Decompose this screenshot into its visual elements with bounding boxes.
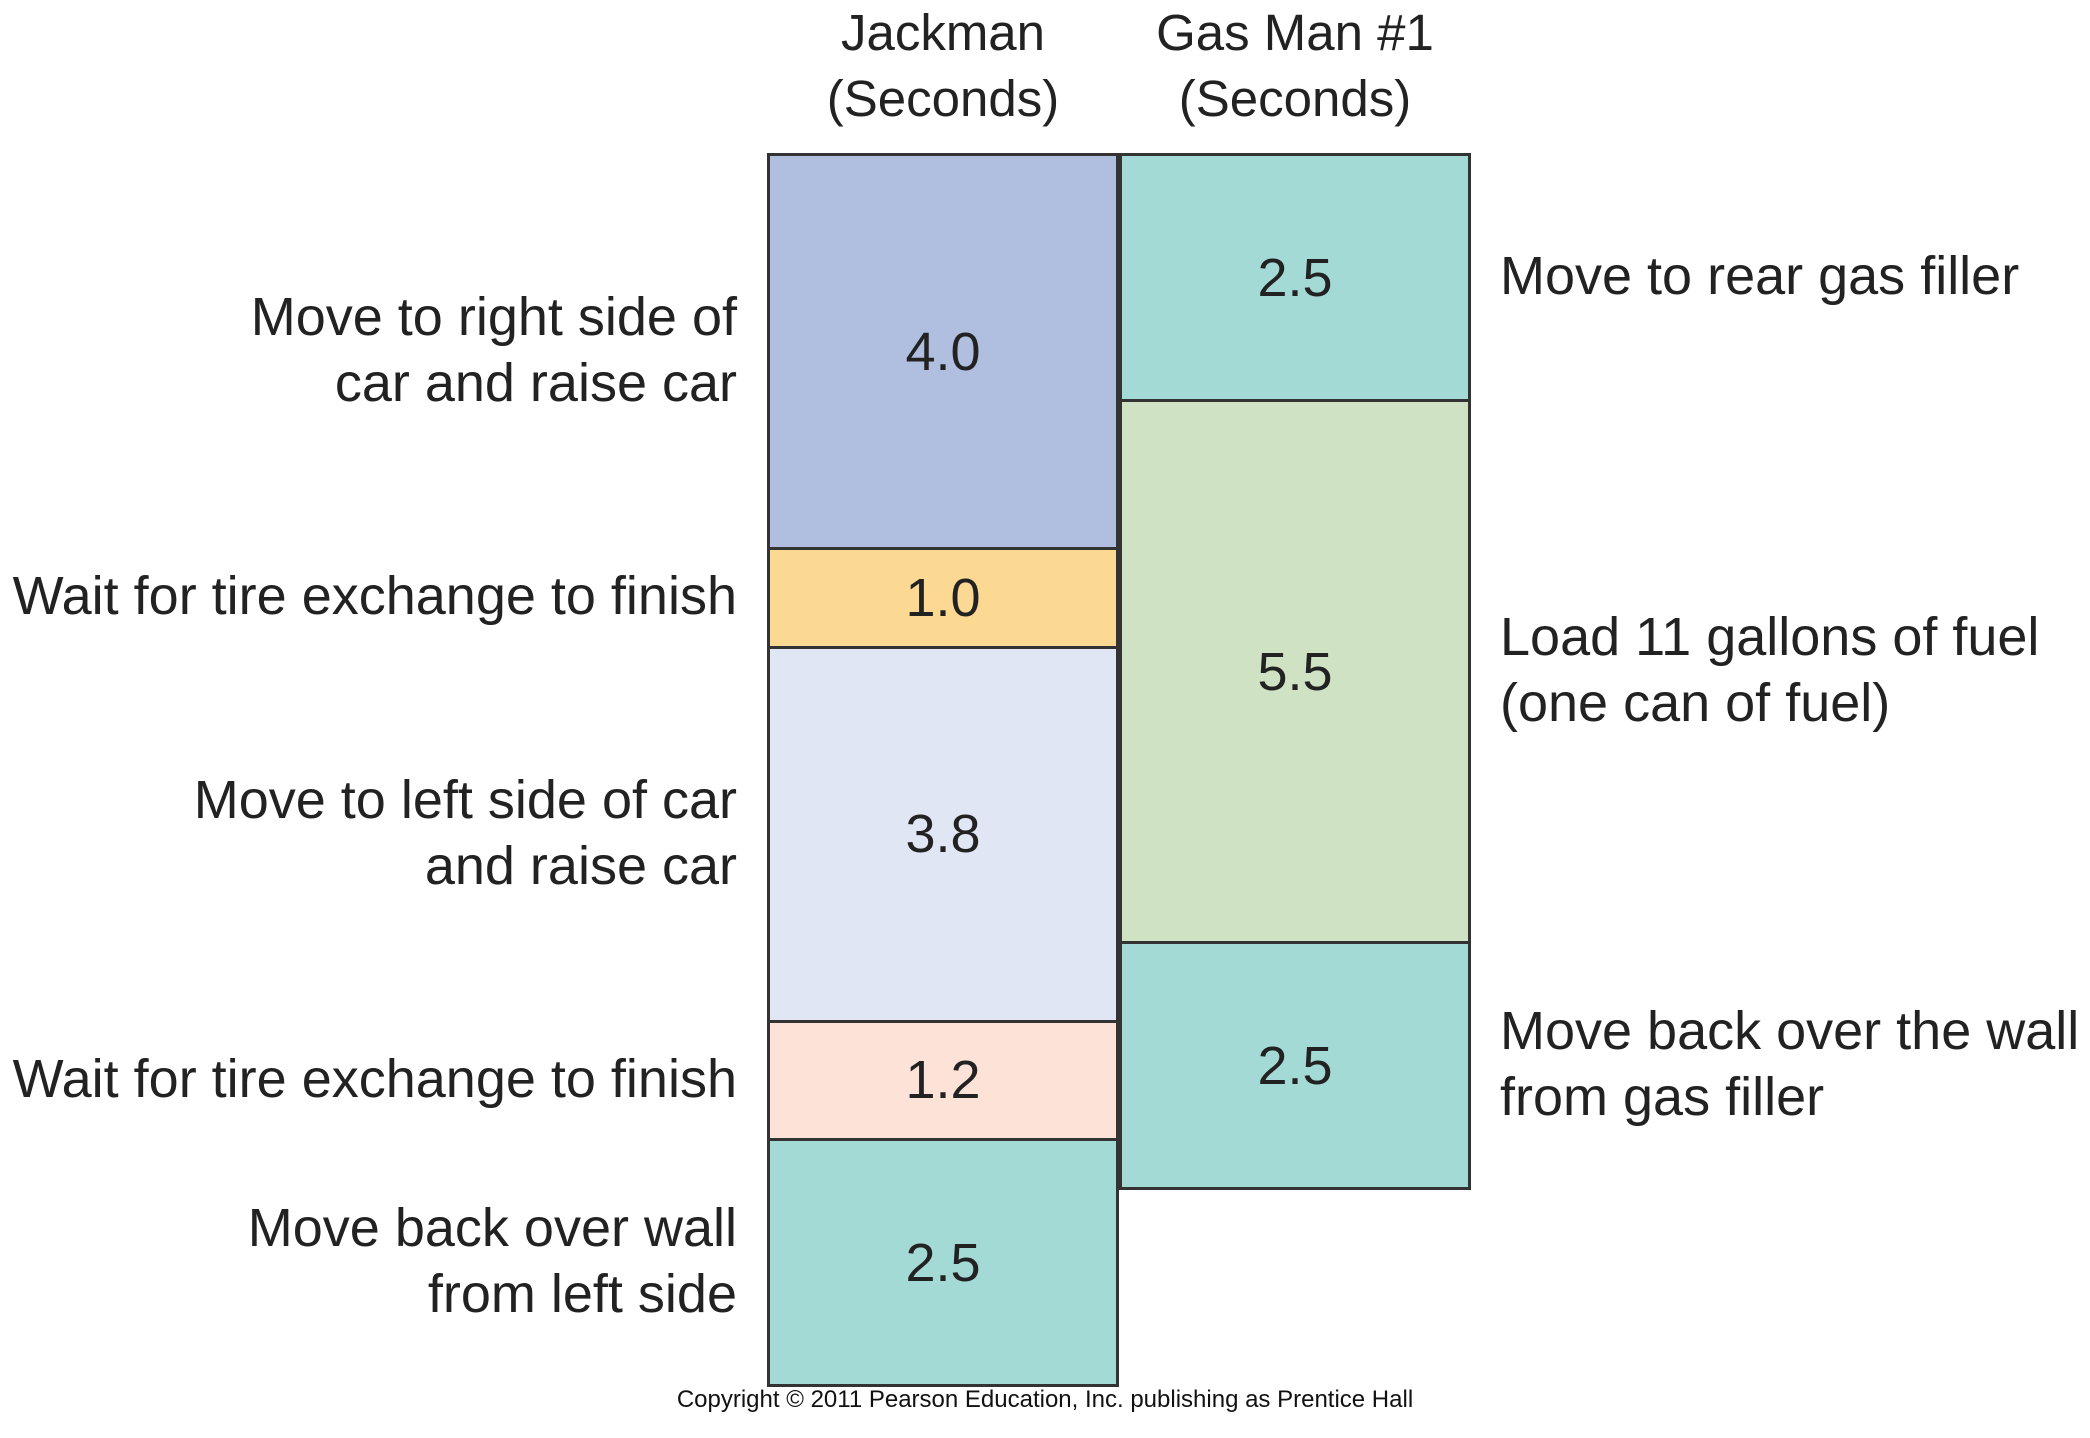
column-header-line: Jackman — [840, 4, 1046, 61]
column-header-0: Jackman (Seconds) — [763, 0, 1123, 132]
activity-label: Load 11 gallons of fuel (one can of fuel) — [1500, 604, 2039, 736]
activity-label-line: Wait for tire exchange to finish — [12, 566, 737, 627]
activity-label: Move to rear gas filler — [1500, 243, 2019, 309]
column-header-line: (Seconds) — [1178, 70, 1412, 127]
bar-segment: 3.8 — [767, 645, 1119, 1023]
segment-value-label: 2.5 — [1257, 247, 1333, 308]
activity-label-line: Load 11 gallons of fuel — [1500, 607, 2040, 668]
bar-segment: 1.2 — [767, 1019, 1119, 1141]
segment-value-label: 2.5 — [1257, 1035, 1333, 1096]
bar-segment: 2.5 — [1119, 153, 1471, 403]
activity-label-line: from left side — [427, 1264, 737, 1325]
activity-label-line: Move back over the wall — [1500, 1001, 2080, 1062]
bar-segment: 5.5 — [1119, 399, 1471, 944]
activity-label-line: Move to left side of car — [193, 769, 737, 830]
activity-label: Move to left side of car and raise car — [194, 767, 737, 899]
segment-value-label: 4.0 — [905, 321, 981, 382]
segment-value-label: 3.8 — [905, 804, 981, 865]
copyright-notice: Copyright © 2011 Pearson Education, Inc.… — [676, 1386, 1414, 1413]
segment-value-label: 1.2 — [905, 1050, 981, 1111]
activity-label: Wait for tire exchange to finish — [13, 563, 737, 629]
bar-segment: 1.0 — [767, 547, 1119, 649]
column-header-1: Gas Man #1 (Seconds) — [1115, 0, 1475, 132]
activity-label-line: Move back over wall — [247, 1198, 737, 1259]
bar-segment: 4.0 — [767, 153, 1119, 550]
segment-value-label: 1.0 — [905, 567, 981, 628]
activity-label-line: and raise car — [424, 835, 737, 896]
activity-label-line: Wait for tire exchange to finish — [12, 1048, 737, 1109]
activity-label-line: Move to rear gas filler — [1500, 246, 2020, 307]
activity-label-line: (one can of fuel) — [1500, 673, 1891, 734]
column-header-line: Gas Man #1 — [1156, 4, 1434, 61]
activity-label: Move back over wall from left side — [248, 1195, 737, 1327]
activity-label-line: car and raise car — [334, 353, 737, 413]
activity-label-line: Move to right side of — [250, 287, 737, 347]
activity-label: Wait for tire exchange to finish — [13, 1046, 737, 1112]
bar-segment: 2.5 — [1119, 941, 1471, 1191]
column-header-line: (Seconds) — [826, 70, 1060, 127]
segment-value-label: 5.5 — [1257, 641, 1333, 702]
activity-label-line: from gas filler — [1500, 1067, 1825, 1128]
segment-value-label: 2.5 — [905, 1232, 981, 1293]
activity-label: Move to right side of car and raise car — [251, 284, 737, 416]
activity-label: Move back over the wall from gas filler — [1500, 998, 2079, 1130]
bar-segment: 2.5 — [767, 1138, 1119, 1388]
